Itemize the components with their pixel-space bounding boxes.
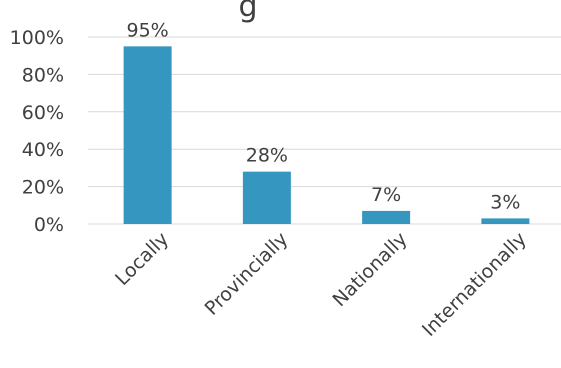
x-category-label: Internationally [418,228,531,341]
x-category-label: Locally [111,228,173,290]
bar-nationally [362,210,411,224]
bar-locally [123,46,172,224]
y-tick-label: 100% [10,27,64,49]
data-labels: 95% 28% 7% 3% [127,19,521,213]
chart-title-fragment: g [238,0,257,24]
x-category-label: Provincially [201,228,293,320]
y-tick-label: 20% [22,177,64,199]
data-label: 28% [246,145,288,167]
y-tick-label: 40% [22,139,64,161]
y-tick-label: 80% [22,64,64,86]
bar-provincially [242,171,291,224]
y-tick-label: 60% [22,102,64,124]
data-label: 95% [127,19,169,41]
x-axis-categories: Locally Provincially Nationally Internation… [111,228,531,341]
bars [123,46,530,224]
y-tick-label: 0% [34,214,64,236]
data-label: 3% [490,191,520,213]
x-category-label: Nationally [328,228,411,311]
y-axis-ticks: 0% 20% 40% 60% 80% 100% [10,27,64,236]
bar-internationally [481,218,530,224]
data-label: 7% [371,184,401,206]
